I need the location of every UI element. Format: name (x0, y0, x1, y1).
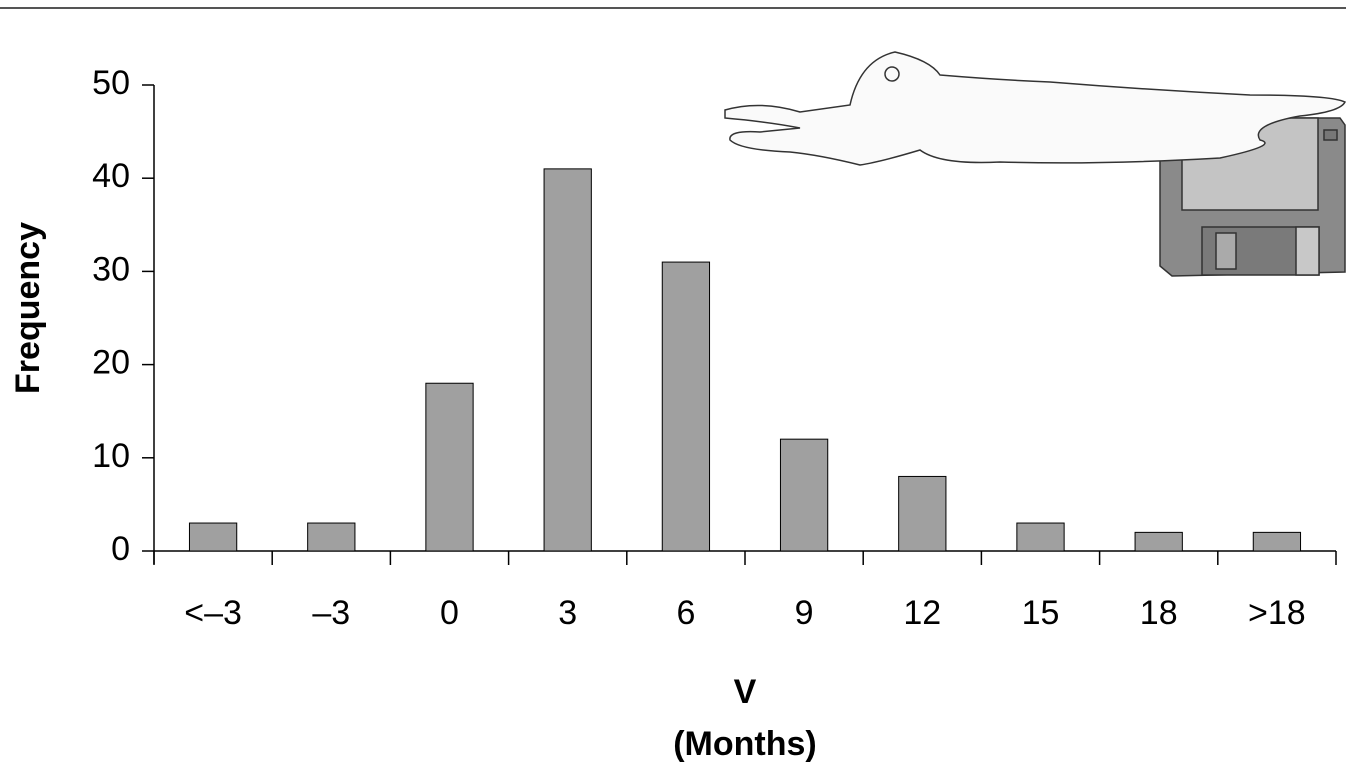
bar (1252, 531, 1302, 552)
x-tick-label: 12 (903, 594, 941, 632)
bar (543, 168, 592, 552)
bar (188, 522, 238, 552)
bar (1134, 531, 1183, 552)
floppy-window (1215, 232, 1237, 270)
y-tick-label: 30 (92, 250, 130, 288)
x-tick-label: >18 (1248, 594, 1306, 632)
y-tick-label: 40 (92, 157, 130, 195)
floppy-slide (1295, 226, 1320, 276)
figure-eye (884, 66, 900, 82)
bar (661, 261, 711, 552)
y-tick-label: 0 (111, 530, 130, 568)
x-tick-label: 9 (795, 594, 814, 632)
bar (779, 438, 829, 552)
cartoon-figure (724, 51, 1346, 166)
bar (1016, 522, 1065, 552)
floppy-notch (1323, 129, 1338, 141)
x-axis-unit: (Months) (673, 725, 817, 763)
y-tick-label: 10 (92, 437, 130, 475)
bar (425, 382, 474, 552)
clipart (724, 51, 1346, 277)
x-axis-label: V (734, 673, 757, 711)
x-tick-label: 0 (440, 594, 459, 632)
bar (307, 522, 356, 552)
x-tick-label: 15 (1022, 594, 1060, 632)
x-tick-label: <–3 (184, 594, 242, 632)
bar (898, 475, 947, 552)
x-tick-label: 18 (1140, 594, 1178, 632)
x-tick-label: –3 (312, 594, 350, 632)
x-tick-label: 3 (558, 594, 577, 632)
y-axis-label: Frequency (9, 222, 47, 394)
y-tick-label: 50 (92, 64, 130, 102)
y-tick-label: 20 (92, 344, 130, 382)
x-tick-label: 6 (676, 594, 695, 632)
